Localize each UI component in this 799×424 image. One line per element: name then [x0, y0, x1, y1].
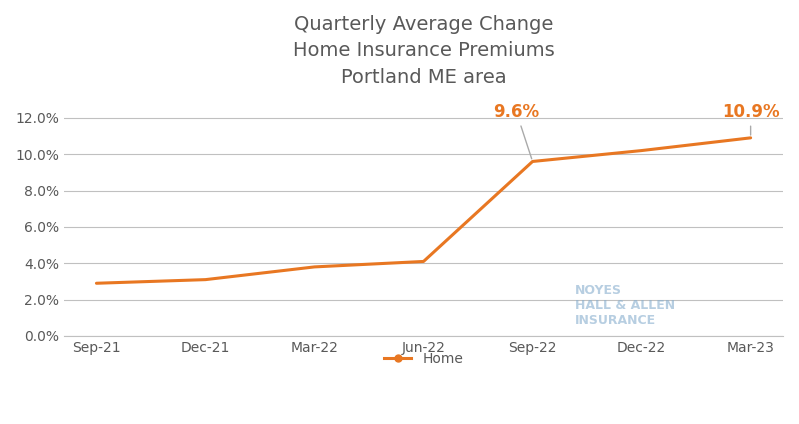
Legend: Home: Home — [378, 346, 469, 371]
Text: NOYES
HALL & ALLEN
INSURANCE: NOYES HALL & ALLEN INSURANCE — [575, 284, 675, 327]
Text: 9.6%: 9.6% — [493, 103, 539, 159]
Text: 10.9%: 10.9% — [721, 103, 780, 135]
Title: Quarterly Average Change
Home Insurance Premiums
Portland ME area: Quarterly Average Change Home Insurance … — [292, 15, 555, 87]
